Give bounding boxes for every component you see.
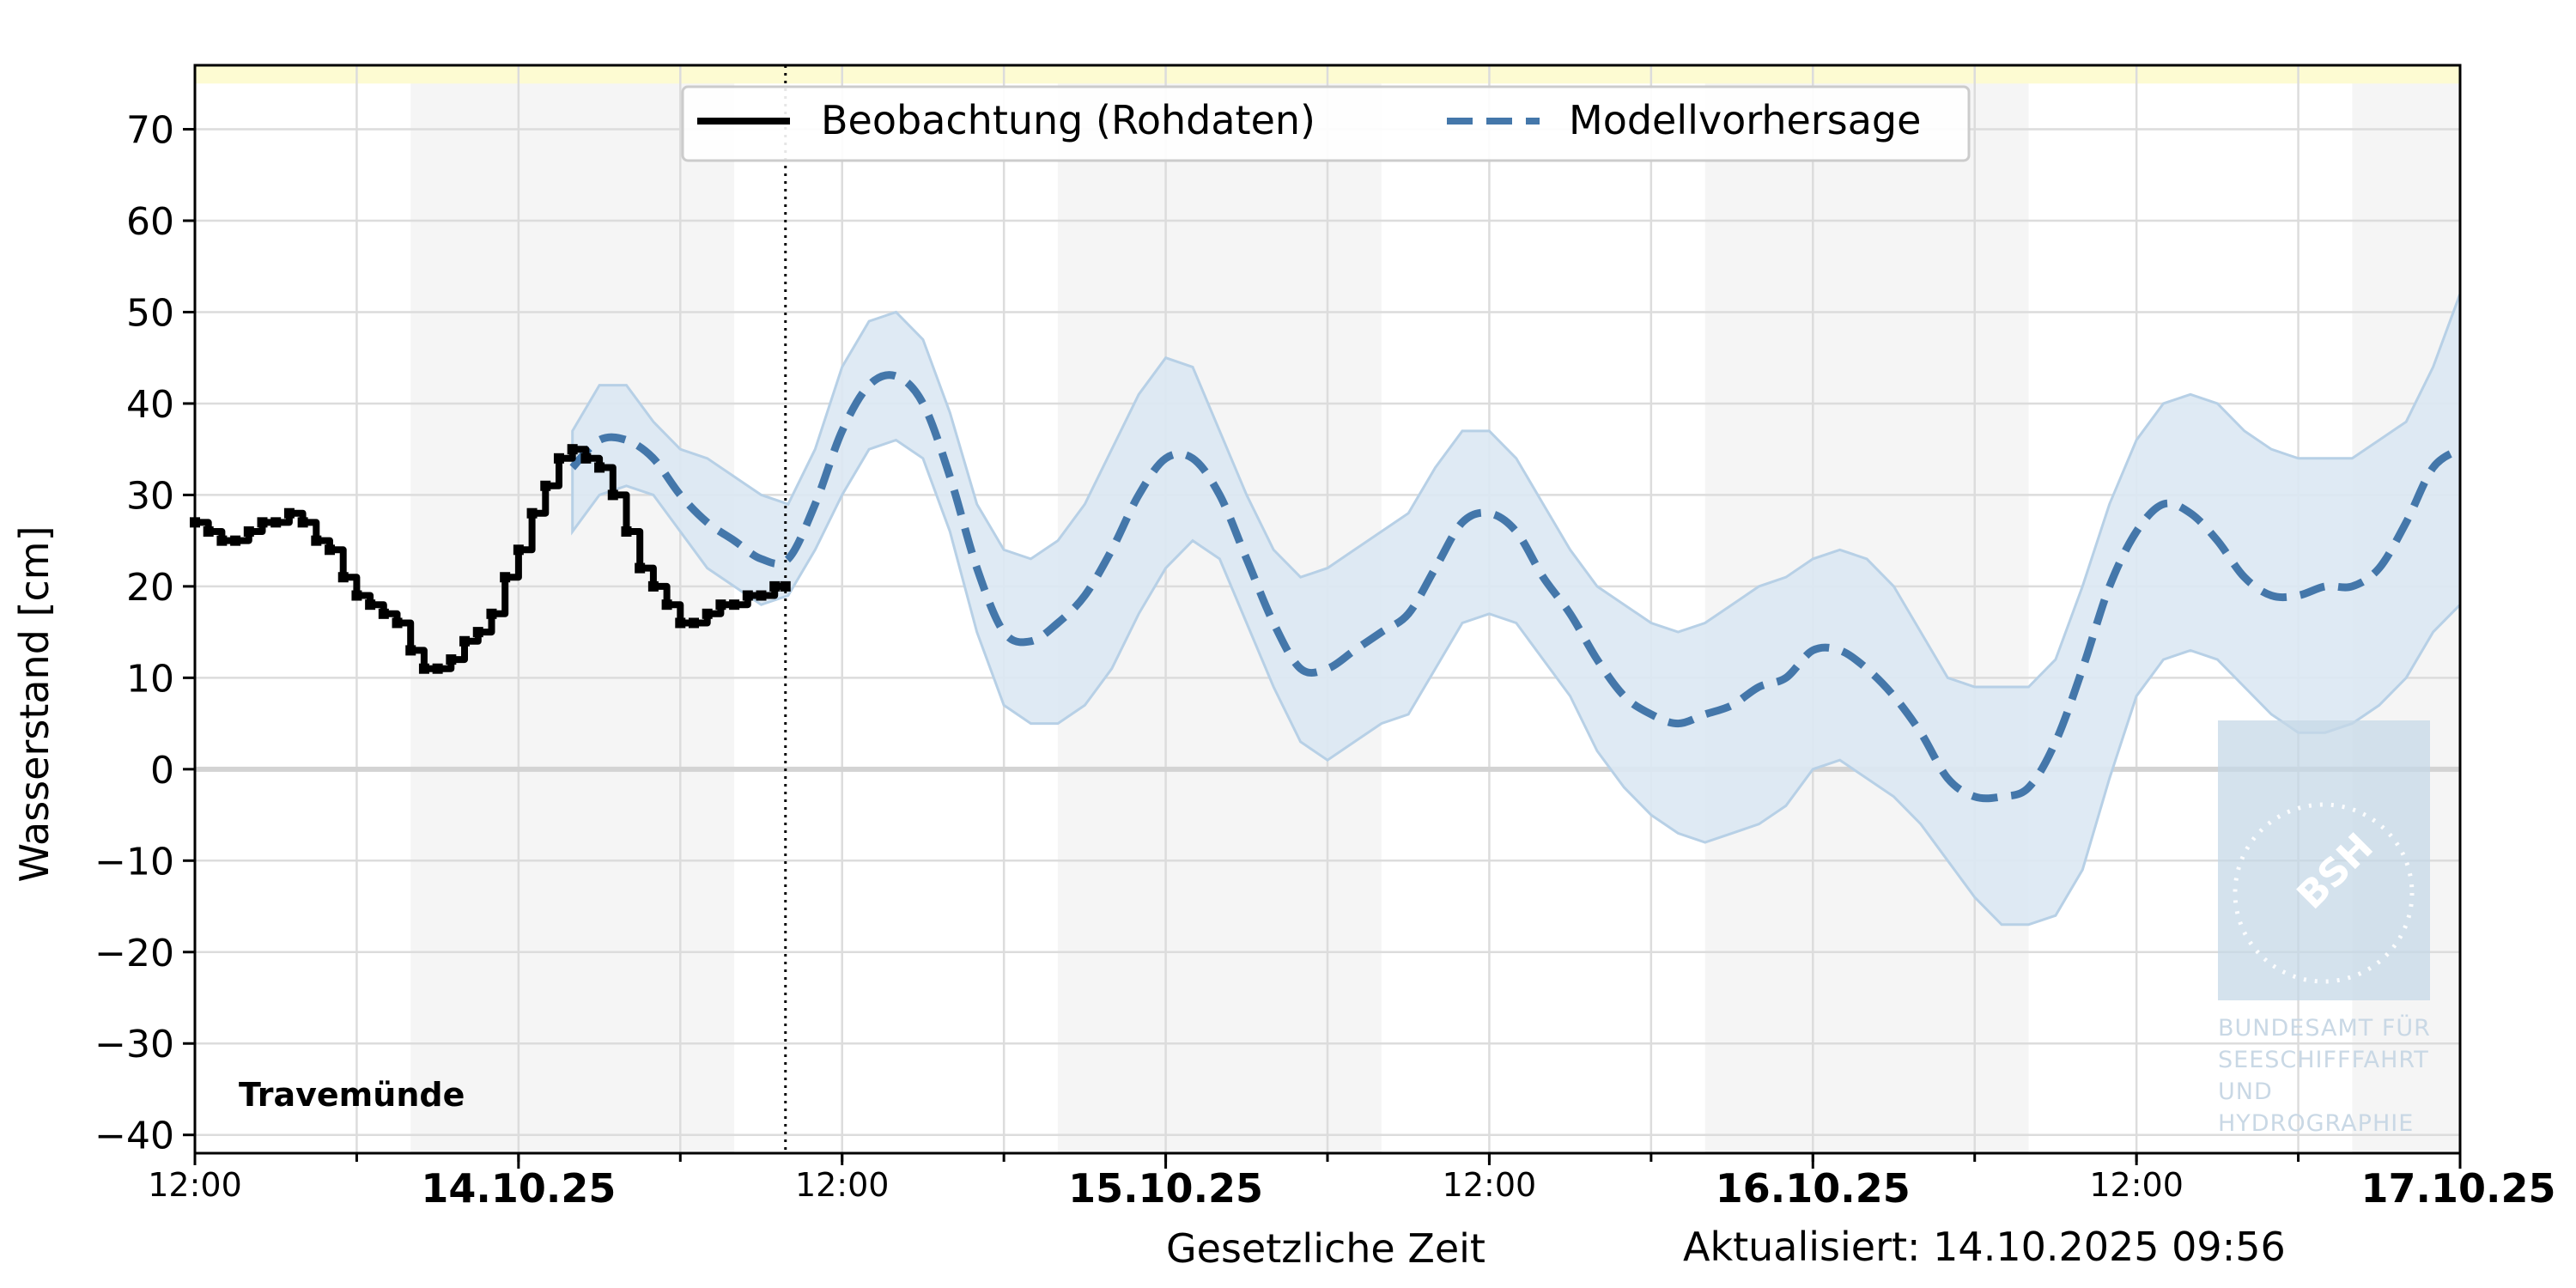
y-tick-label-50: 50 (126, 291, 174, 335)
observation-point-18 (432, 663, 443, 674)
observation-point-40 (729, 599, 740, 611)
observation-point-33 (635, 562, 646, 574)
bsh-line-2: SEESCHIFFFAHRT (2218, 1047, 2429, 1073)
observation-point-26 (540, 480, 551, 491)
observation-point-1 (203, 526, 214, 537)
observation-point-20 (459, 635, 471, 647)
x-tick-label-1: 14.10.25 (421, 1165, 616, 1212)
observation-point-41 (742, 590, 753, 601)
observation-point-3 (230, 535, 241, 546)
observation-point-44 (780, 580, 791, 592)
x-tick-label-5: 16.10.25 (1716, 1165, 1911, 1212)
y-tick-label-70: 70 (126, 109, 174, 153)
legend: Beobachtung (Rohdaten) Modellvorhersage (681, 85, 1971, 162)
observation-point-22 (486, 608, 497, 619)
bsh-line-4: HYDROGRAPHIE (2218, 1110, 2414, 1137)
observation-point-42 (756, 590, 767, 601)
x-tick-label-3: 15.10.25 (1068, 1165, 1263, 1212)
bsh-line-3: UND (2218, 1078, 2273, 1105)
observation-point-11 (337, 572, 349, 583)
grid (195, 65, 2460, 1153)
observation-point-36 (675, 617, 686, 629)
observation-point-25 (526, 507, 538, 519)
forecast-line (569, 371, 2463, 803)
observation-point-12 (351, 590, 362, 601)
bsh-watermark: BSH BUNDESAMT FÜR SEESCHIFFFAHRT UND HYD… (2218, 720, 2431, 1137)
observation-point-2 (216, 535, 228, 546)
y-tick-label--40: −40 (94, 1115, 174, 1158)
series (190, 65, 2463, 1153)
observation-point-7 (283, 507, 295, 519)
observation-point-6 (270, 517, 282, 528)
y-tick-label--10: −10 (94, 840, 174, 884)
observation-point-21 (472, 627, 483, 638)
observation-point-17 (418, 663, 429, 674)
observation-point-30 (594, 462, 605, 473)
legend-forecast-label: Modellvorhersage (1569, 97, 1921, 143)
observation-point-32 (621, 526, 632, 537)
x-tick-label-0: 12:00 (148, 1166, 242, 1204)
observation-point-5 (257, 517, 268, 528)
observation-point-14 (378, 608, 389, 619)
updated-timestamp: Aktualisiert: 14.10.2025 09:56 (1683, 1224, 2286, 1270)
observation-point-37 (688, 617, 699, 629)
observation-point-9 (311, 535, 322, 546)
bsh-line-1: BUNDESAMT FÜR (2218, 1014, 2431, 1042)
x-tick-label-7: 17.10.25 (2361, 1165, 2556, 1212)
observation-point-24 (513, 544, 524, 556)
observation-point-39 (715, 599, 726, 611)
y-tick-label--20: −20 (94, 932, 174, 975)
y-tick-label-20: 20 (126, 566, 174, 610)
observation-point-28 (567, 444, 578, 455)
station-label: Travemünde (239, 1076, 465, 1114)
observation-point-16 (405, 645, 416, 656)
observation-point-15 (392, 617, 403, 629)
observation-point-27 (553, 453, 564, 464)
observation-point-31 (607, 489, 618, 501)
legend-observation-label: Beobachtung (Rohdaten) (821, 97, 1315, 143)
observation-point-43 (769, 580, 781, 592)
y-tick-label-60: 60 (126, 200, 174, 244)
x-tick-label-2: 12:00 (795, 1166, 890, 1204)
y-tick-label-0: 0 (150, 749, 174, 793)
x-axis-label: Gesetzliche Zeit (1166, 1225, 1485, 1272)
x-tick-label-4: 12:00 (1443, 1166, 1537, 1204)
y-tick-label-30: 30 (126, 474, 174, 518)
observation-point-29 (580, 453, 592, 464)
observation-point-19 (446, 654, 457, 665)
axes: −40 −30 −20 −10 0 10 20 30 40 50 60 70 12:00 14.10.25… (94, 64, 2556, 1212)
observation-point-10 (325, 544, 336, 556)
observation-point-23 (500, 572, 511, 583)
x-tick-label-6: 12:00 (2089, 1166, 2184, 1204)
observation-point-34 (647, 580, 659, 592)
y-tick-label-40: 40 (126, 383, 174, 427)
bsh-logo-circle (2233, 802, 2415, 984)
night-band-0 (410, 65, 735, 1153)
observation-point-4 (243, 526, 254, 537)
y-axis-label: Wasserstand [cm] (11, 526, 58, 882)
observation-point-35 (661, 599, 672, 611)
observation-point-8 (297, 517, 308, 528)
y-tick-label--30: −30 (94, 1023, 174, 1066)
bsh-logo-box (2218, 720, 2430, 1000)
legend-frame (681, 85, 1971, 162)
observation-point-13 (365, 599, 376, 611)
observation-point-38 (702, 608, 713, 619)
y-tick-label-10: 10 (126, 657, 174, 701)
